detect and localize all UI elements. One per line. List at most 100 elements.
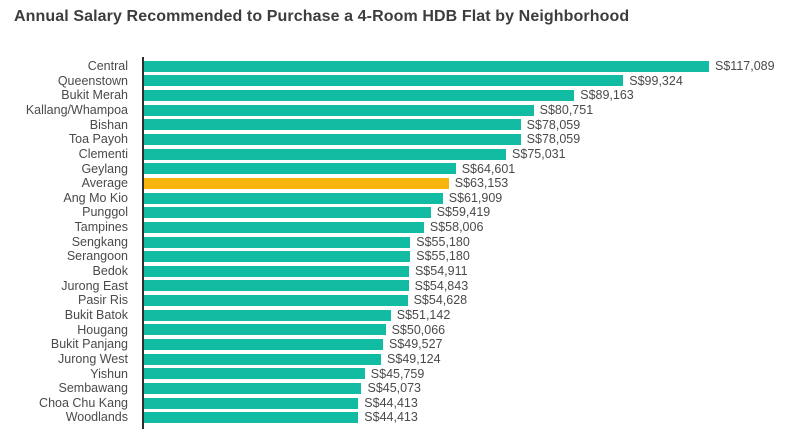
value-label: S$80,751 — [539, 102, 594, 117]
bar-row: Choa Chu Kang S$44,413 — [0, 396, 800, 411]
bar-row: Sembawang S$45,073 — [0, 381, 800, 396]
bar-track: S$80,751 — [136, 103, 800, 118]
bar-track: S$59,419 — [136, 205, 800, 220]
value-label: S$78,059 — [526, 132, 581, 147]
category-label: Punggol — [82, 205, 128, 220]
category-label: Bukit Batok — [64, 307, 128, 322]
bar-row: Bukit Panjang S$49,527 — [0, 337, 800, 352]
bar — [144, 251, 411, 263]
value-label: S$44,413 — [364, 410, 418, 425]
bar-track: S$63,153 — [136, 176, 800, 191]
category-label: Geylang — [81, 161, 128, 176]
bar-track: S$64,601 — [136, 161, 800, 176]
value-label: S$64,601 — [461, 161, 516, 176]
category-label: Kallang/Whampoa — [25, 102, 128, 117]
bar-track: S$89,163 — [136, 88, 800, 103]
bar-row: Jurong West S$49,124 — [0, 352, 800, 367]
category-label: Yishun — [90, 366, 128, 381]
value-label: S$54,628 — [413, 293, 468, 308]
bar-row: Geylang S$64,601 — [0, 161, 800, 176]
bar-track: S$78,059 — [136, 132, 800, 147]
category-label: Bukit Panjang — [50, 337, 128, 352]
category-label: Pasir Ris — [77, 293, 128, 308]
bar-track: S$49,124 — [136, 352, 800, 367]
bar — [144, 75, 624, 87]
bar-track: S$54,628 — [136, 293, 800, 308]
bar-row: Bukit Merah S$89,163 — [0, 88, 800, 103]
value-label: S$99,324 — [629, 73, 683, 88]
bar-track: S$50,066 — [136, 323, 800, 338]
bar — [144, 412, 359, 424]
bar — [144, 236, 411, 248]
value-label: S$51,142 — [396, 307, 451, 322]
bar-track: S$61,909 — [136, 191, 800, 206]
bar — [144, 338, 383, 350]
bar — [144, 382, 362, 394]
bar — [144, 90, 575, 102]
bar-row: Queenstown S$99,324 — [0, 74, 800, 89]
bar-track: S$55,180 — [136, 235, 800, 250]
category-label: Sengkang — [71, 234, 128, 249]
bar-row: Punggol S$59,419 — [0, 205, 800, 220]
bar-row: Woodlands S$44,413 — [0, 410, 800, 425]
bar-track: S$49,527 — [136, 337, 800, 352]
bar — [144, 134, 521, 146]
value-label: S$55,180 — [416, 234, 470, 249]
category-label: Ang Mo Kio — [63, 190, 128, 205]
category-label: Queenstown — [57, 73, 128, 88]
bar-track: S$51,142 — [136, 308, 800, 323]
bar-track: S$75,031 — [136, 147, 800, 162]
category-label: Choa Chu Kang — [39, 395, 128, 410]
bar-row: Hougang S$50,066 — [0, 323, 800, 338]
bar-track: S$55,180 — [136, 249, 800, 264]
value-label: S$78,059 — [526, 117, 581, 132]
category-label: Average — [81, 176, 128, 191]
bar-track: S$44,413 — [136, 410, 800, 425]
value-label: S$45,759 — [370, 366, 425, 381]
category-label: Clementi — [78, 146, 128, 161]
bar-track: S$44,413 — [136, 396, 800, 411]
bar-row: Clementi S$75,031 — [0, 147, 800, 162]
bar-row: Average S$63,153 — [0, 176, 800, 191]
bar-row: Ang Mo Kio S$61,909 — [0, 191, 800, 206]
category-label: Bishan — [89, 117, 128, 132]
value-label: S$55,180 — [416, 249, 470, 264]
value-label: S$89,163 — [580, 88, 634, 103]
bar-row: Sengkang S$55,180 — [0, 235, 800, 250]
bar-row: Tampines S$58,006 — [0, 220, 800, 235]
bar-track: S$99,324 — [136, 74, 800, 89]
bar-row: Kallang/Whampoa S$80,751 — [0, 103, 800, 118]
bar-row: Yishun S$45,759 — [0, 366, 800, 381]
value-label: S$45,073 — [367, 381, 422, 396]
bar-row: Bishan S$78,059 — [0, 118, 800, 133]
category-label: Bukit Merah — [61, 88, 128, 103]
bar-row: Bedok S$54,911 — [0, 264, 800, 279]
bar — [144, 353, 382, 365]
category-label: Hougang — [77, 322, 128, 337]
bar-row: Toa Payoh S$78,059 — [0, 132, 800, 147]
value-label: S$54,843 — [414, 278, 469, 293]
bar — [144, 295, 408, 307]
category-label: Toa Payoh — [68, 132, 128, 147]
value-label: S$54,911 — [414, 264, 468, 279]
bar — [144, 265, 409, 277]
bar — [144, 280, 409, 292]
category-label: Central — [87, 59, 128, 74]
category-label: Jurong East — [61, 278, 128, 293]
bar-rows: Central S$117,089 Queenstown S$99,324 Bukit … — [0, 59, 800, 425]
bar-track: S$45,073 — [136, 381, 800, 396]
bar — [144, 119, 521, 131]
value-label: S$61,909 — [448, 190, 503, 205]
value-label: S$49,124 — [387, 351, 441, 366]
bar — [144, 221, 424, 233]
bar — [144, 104, 534, 116]
category-label: Bedok — [92, 264, 128, 279]
bar — [144, 148, 507, 160]
value-label: S$58,006 — [429, 220, 484, 235]
bar-track: S$54,843 — [136, 279, 800, 294]
bar — [144, 163, 456, 175]
bar-row: Central S$117,089 — [0, 59, 800, 74]
value-label: S$63,153 — [454, 176, 509, 191]
bar-track: S$54,911 — [136, 264, 800, 279]
